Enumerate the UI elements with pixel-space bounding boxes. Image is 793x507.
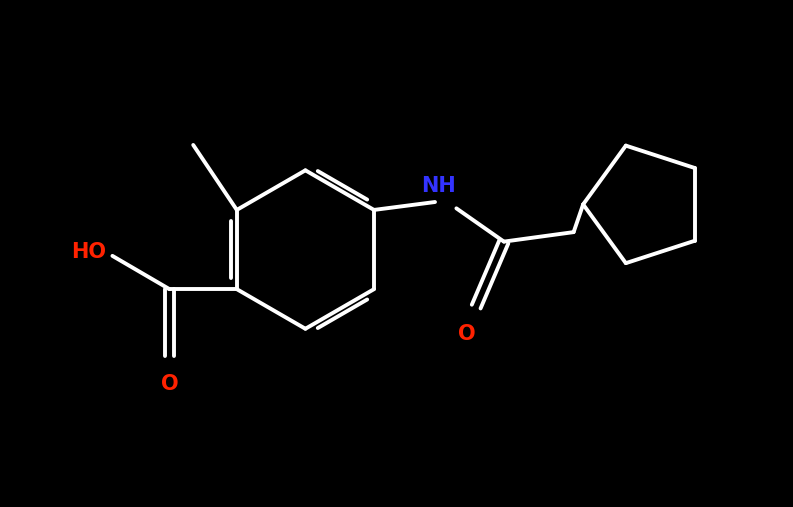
Text: NH: NH xyxy=(422,176,456,196)
Text: O: O xyxy=(458,324,476,344)
Text: O: O xyxy=(161,374,178,394)
Text: HO: HO xyxy=(71,242,106,262)
